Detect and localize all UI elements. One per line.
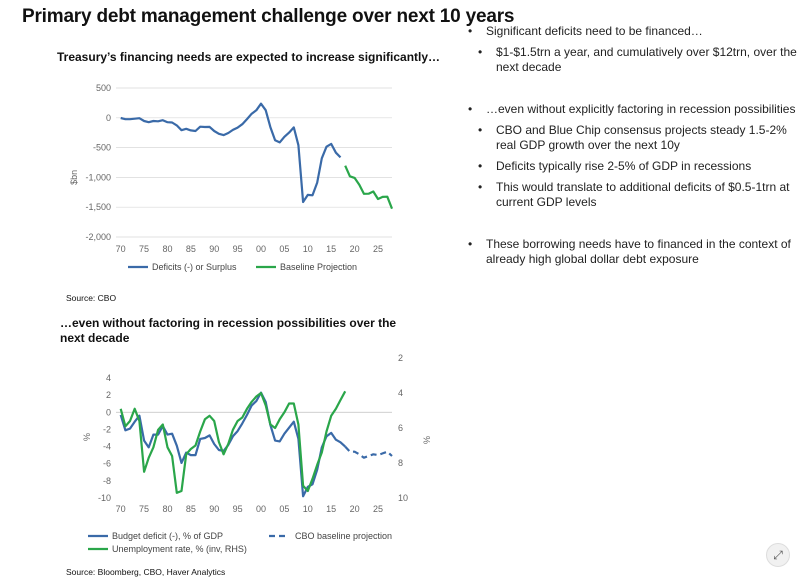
chart2-y-tick-right: 6 bbox=[398, 423, 403, 433]
sub-bullet-2a: CBO and Blue Chip consensus projects ste… bbox=[462, 123, 797, 153]
chart2-y-tick: -6 bbox=[103, 459, 111, 469]
chart2-x-tick: 85 bbox=[186, 504, 196, 514]
chart2-legend-unemployment: Unemployment rate, % (inv, RHS) bbox=[112, 544, 247, 554]
chart2-x-tick: 10 bbox=[303, 504, 313, 514]
chart2-x-tick: 75 bbox=[139, 504, 149, 514]
chart2-y-tick: 4 bbox=[106, 373, 111, 383]
chart1-x-tick: 75 bbox=[139, 244, 149, 254]
chart2-title: …even without factoring in recession pos… bbox=[60, 316, 396, 346]
chart1-x-tick: 85 bbox=[186, 244, 196, 254]
chart2-x-tick: 05 bbox=[279, 504, 289, 514]
chart2-y-tick-right: 2 bbox=[398, 353, 403, 363]
chart1-series-deficit bbox=[120, 102, 342, 204]
chart2-x-tick: 00 bbox=[256, 504, 266, 514]
expand-icon[interactable]: ⤢ bbox=[766, 543, 790, 567]
chart1-x-tick: 70 bbox=[116, 244, 126, 254]
chart2-x-tick: 95 bbox=[233, 504, 243, 514]
chart2-y-tick-right: 8 bbox=[398, 458, 403, 468]
chart2-x-tick: 15 bbox=[326, 504, 336, 514]
chart2-x-tick: 70 bbox=[116, 504, 126, 514]
chart1-x-tick: 95 bbox=[233, 244, 243, 254]
chart2-y-tick: -10 bbox=[98, 493, 111, 503]
chart2-y-tick: -2 bbox=[103, 424, 111, 434]
chart2-legend-deficit: Budget deficit (-), % of GDP bbox=[112, 531, 223, 541]
chart1-source: Source: CBO bbox=[66, 293, 117, 303]
chart1-legend-baseline: Baseline Projection bbox=[280, 262, 357, 272]
chart1-x-tick: 15 bbox=[326, 244, 336, 254]
chart2-y-label: % bbox=[82, 433, 92, 441]
chart2-source: Source: Bloomberg, CBO, Haver Analytics bbox=[66, 567, 226, 577]
bullet-panel: Significant deficits need to be financed… bbox=[462, 22, 797, 267]
chart1-x-tick: 05 bbox=[279, 244, 289, 254]
chart2-series-unemployment bbox=[119, 390, 347, 494]
chart2-y-tick-right: 10 bbox=[398, 493, 408, 503]
chart1-y-tick: -1,500 bbox=[85, 202, 111, 212]
chart1-x-tick: 25 bbox=[373, 244, 383, 254]
sub-bullet-2b: Deficits typically rise 2-5% of GDP in r… bbox=[462, 159, 797, 174]
chart1-y-tick: -2,000 bbox=[85, 232, 111, 242]
chart1-title: Treasury’s financing needs are expected … bbox=[57, 50, 441, 64]
chart2-title-line2: next decade bbox=[60, 331, 130, 345]
chart2-y-label-right: % bbox=[422, 436, 432, 444]
chart1-y-tick: 500 bbox=[96, 83, 111, 93]
chart1-x-tick: 20 bbox=[350, 244, 360, 254]
chart2-title-line1: …even without factoring in recession pos… bbox=[60, 316, 397, 330]
chart2-x-tick: 25 bbox=[373, 504, 383, 514]
chart1-x-tick: 80 bbox=[162, 244, 172, 254]
sub-bullet-1a: $1-$1.5trn a year, and cumulatively over… bbox=[462, 45, 797, 75]
chart1-x-tick: 10 bbox=[303, 244, 313, 254]
chart1-x-tick: 00 bbox=[256, 244, 266, 254]
chart2-series-cbo-projection bbox=[344, 445, 393, 459]
chart2-x-tick: 20 bbox=[350, 504, 360, 514]
bullet-3: These borrowing needs have to financed i… bbox=[462, 237, 797, 267]
chart1-series-baseline bbox=[344, 165, 394, 210]
chart1-y-label: $bn bbox=[69, 170, 79, 185]
chart2-x-tick: 80 bbox=[162, 504, 172, 514]
chart2-y-tick-right: 4 bbox=[398, 388, 403, 398]
chart2-y-tick: -8 bbox=[103, 476, 111, 486]
chart1-y-tick: 0 bbox=[106, 113, 111, 123]
bullet-1: Significant deficits need to be financed… bbox=[462, 24, 797, 39]
chart2-y-tick: 0 bbox=[106, 407, 111, 417]
bullet-2: …even without explicitly factoring in re… bbox=[462, 102, 797, 117]
chart2-legend-cbo: CBO baseline projection bbox=[295, 531, 392, 541]
chart2-y-tick: -4 bbox=[103, 442, 111, 452]
chart1-x-tick: 90 bbox=[209, 244, 219, 254]
chart2-series-deficit bbox=[119, 391, 346, 498]
chart1-y-tick: -500 bbox=[93, 143, 111, 153]
page-title: Primary debt management challenge over n… bbox=[22, 6, 515, 27]
sub-bullet-2c: This would translate to additional defic… bbox=[462, 180, 797, 210]
chart2-y-tick: 2 bbox=[106, 390, 111, 400]
chart1-legend-deficit: Deficits (-) or Surplus bbox=[152, 262, 237, 272]
chart1-y-tick: -1,000 bbox=[85, 172, 111, 182]
chart2-x-tick: 90 bbox=[209, 504, 219, 514]
